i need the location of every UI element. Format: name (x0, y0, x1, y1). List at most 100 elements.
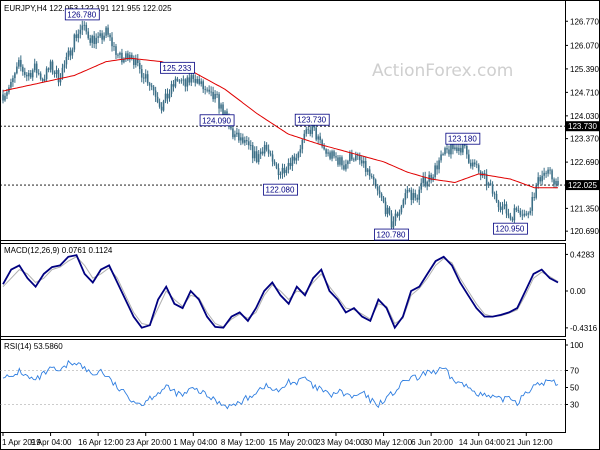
rsi-line (2, 359, 559, 410)
candle-body (93, 35, 95, 44)
candle-body (448, 149, 450, 155)
candle-body (285, 169, 288, 173)
candle-body (529, 210, 532, 214)
candle-body (216, 93, 218, 95)
rsi-panel: RSI(14) 53.5860 100 70 50 30 (0, 339, 584, 433)
candle-body (426, 181, 428, 187)
candle-body (180, 80, 183, 82)
candle-body (41, 78, 44, 81)
candle-body (410, 190, 413, 200)
macd-line (2, 254, 559, 330)
candle-body (509, 215, 512, 219)
rsi-tick-label: 100 (570, 341, 584, 350)
candle-body (442, 154, 444, 156)
price-annotation-box (160, 61, 195, 74)
price-tag (566, 180, 599, 191)
candle-body (279, 173, 282, 175)
time-tick-label: 16 Apr 12:00 (78, 438, 124, 447)
candle-body (521, 214, 524, 216)
candle-body (138, 63, 141, 70)
candle-body (416, 197, 419, 200)
price-tag (566, 121, 599, 132)
macd-lines (2, 254, 559, 330)
candle-body (275, 164, 278, 169)
candle-body (341, 157, 343, 166)
candle-body (168, 93, 171, 99)
candle-body (434, 165, 436, 178)
candle-body (315, 127, 317, 140)
candle-body (200, 81, 203, 84)
candle-body (351, 153, 353, 160)
macd-panel: MACD(12,26,9) 0.0761 0.1124 0.4283 0.00 -0… (0, 243, 598, 337)
candle-body (129, 54, 131, 60)
candle-body (105, 27, 107, 36)
candle-body (87, 31, 90, 39)
candle-body (418, 189, 421, 200)
candle-body (311, 123, 314, 134)
candle-body (148, 83, 151, 86)
candle-body (382, 197, 385, 202)
candle-body (31, 70, 34, 78)
candle-body (436, 165, 438, 170)
candle-body (551, 170, 553, 180)
candle-body (430, 174, 432, 181)
candle-body (497, 201, 500, 208)
candle-body (14, 73, 16, 79)
candle-body (111, 37, 113, 47)
price-annotations: 126.780 125.233 124.090 123.730 122.080 120.7… (64, 8, 528, 241)
time-tick-label: 9 Apr 04:00 (31, 438, 72, 447)
candle-body (396, 213, 399, 216)
candle-body (121, 52, 123, 63)
rsi-lines (0, 359, 565, 410)
candle-body (408, 189, 411, 191)
price-annotation-label: 126.780 (67, 10, 96, 19)
candle-body (471, 162, 474, 167)
candle-body (224, 111, 226, 118)
macd-tick-label: 0.4283 (570, 250, 595, 259)
rsi-axis: 100 70 50 30 (565, 341, 584, 410)
candle-body (541, 175, 543, 182)
candle-body (458, 147, 460, 152)
candle-body (174, 78, 177, 87)
price-annotation-label: 125.233 (162, 64, 191, 73)
price-annotation-label: 120.780 (377, 231, 406, 240)
candle-body (232, 128, 234, 138)
candle-body (244, 140, 246, 143)
candle-body (251, 145, 254, 159)
candle-body (355, 155, 357, 161)
price-tick-label: 126.070 (570, 41, 599, 50)
candle-body (511, 218, 514, 221)
rsi-tick-label: 50 (570, 384, 579, 393)
candlestick-series (2, 20, 559, 230)
candle-body (146, 74, 149, 84)
candle-body (555, 180, 557, 185)
candle-body (321, 140, 323, 147)
candle-body (384, 201, 387, 215)
candle-body (210, 91, 212, 93)
candle-body (127, 53, 129, 60)
candle-body (287, 162, 290, 170)
candle-body (406, 189, 409, 194)
candle-body (259, 151, 262, 155)
rsi-label: RSI(14) 53.5860 (4, 342, 63, 351)
candle-body (12, 78, 14, 82)
candle-body (376, 186, 379, 191)
price-tag-label: 123.730 (568, 122, 597, 131)
candle-body (493, 193, 496, 195)
macd-tick-label: -0.4316 (570, 324, 598, 333)
candle-body (240, 137, 242, 141)
candle-body (366, 169, 369, 172)
candle-body (325, 149, 327, 154)
candle-body (370, 176, 373, 177)
candle-body (468, 154, 470, 163)
candle-body (547, 169, 549, 174)
candle-body (289, 162, 292, 166)
candle-body (432, 177, 434, 181)
candle-body (206, 89, 208, 91)
candle-body (519, 211, 522, 215)
candle-body (553, 179, 555, 185)
time-tick-label: 1 May 04:00 (173, 438, 218, 447)
candle-body (299, 149, 302, 153)
candle-body (218, 94, 220, 109)
candle-body (255, 151, 258, 162)
